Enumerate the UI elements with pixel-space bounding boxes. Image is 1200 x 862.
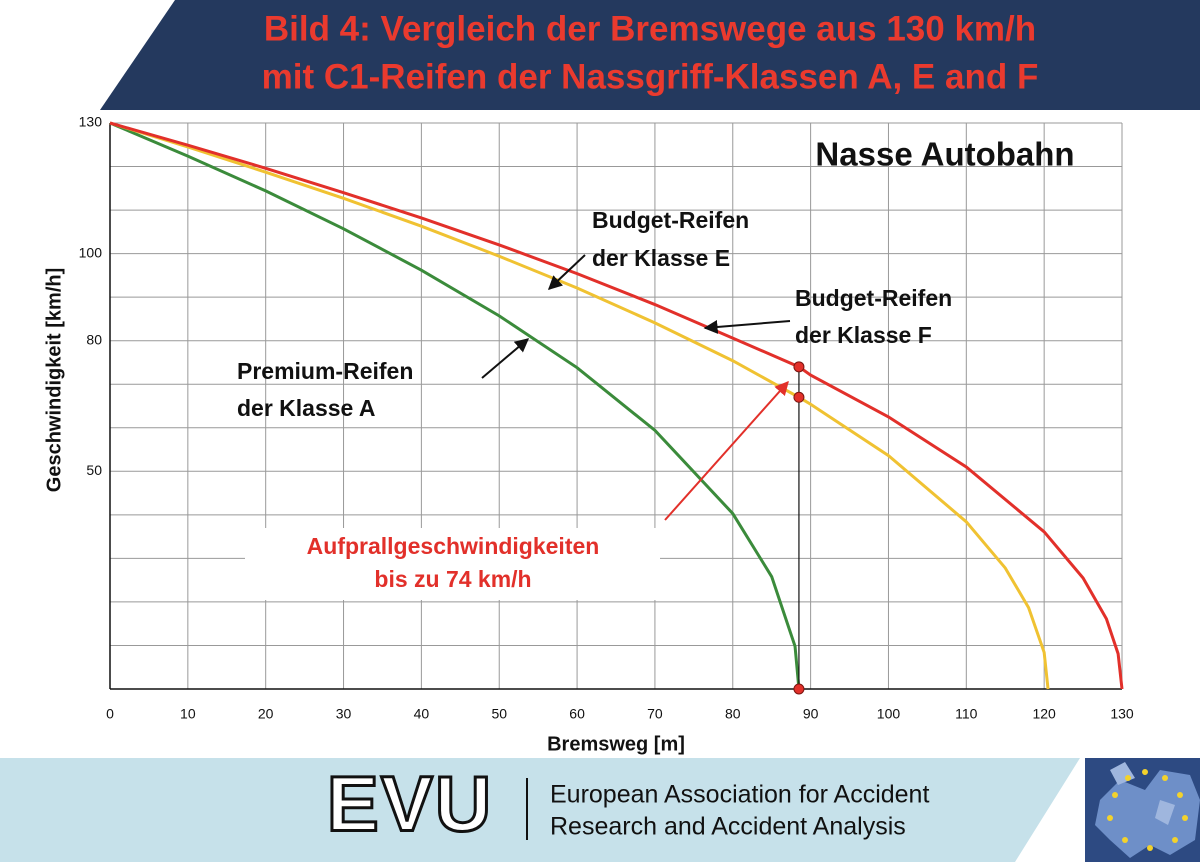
- y-tick-label: 50: [86, 462, 102, 478]
- organization: Research and Accident Analysis: [550, 813, 906, 841]
- series-line: [109, 121, 1050, 690]
- series-line: [109, 121, 801, 690]
- x-tick-label: 10: [180, 706, 196, 722]
- annotation: Budget-Reifen: [795, 285, 952, 311]
- annotation: Aufprallgeschwindigkeiten: [307, 533, 600, 559]
- y-tick-label: 100: [79, 244, 103, 260]
- series-line: [109, 121, 1124, 690]
- annotation: bis zu 74 km/h: [374, 566, 531, 592]
- arrow: [703, 319, 791, 334]
- x-tick-label: 40: [414, 706, 430, 722]
- x-tick-label: 110: [955, 706, 978, 722]
- y-tick-label: 80: [86, 331, 102, 347]
- header-band: [100, 0, 1200, 110]
- x-tick-label: 130: [1110, 706, 1134, 722]
- annotation: der Klasse E: [592, 245, 730, 271]
- x-tick-label: 120: [1032, 706, 1056, 722]
- y-tick-label: 130: [79, 114, 103, 130]
- x-tick-label: 100: [877, 706, 901, 722]
- annotation: der Klasse A: [237, 395, 376, 421]
- impact-point: [793, 361, 805, 373]
- x-tick-label: 70: [647, 706, 663, 722]
- x-axis-label: Bremsweg [m]: [547, 733, 685, 755]
- organization: European Association for Accident: [550, 781, 929, 809]
- annotation: Budget-Reifen: [592, 207, 749, 233]
- arrow: [547, 254, 586, 290]
- europe-map: [1085, 758, 1200, 862]
- x-tick-label: 80: [725, 706, 741, 722]
- x-tick-label: 90: [803, 706, 819, 722]
- arrow: [664, 380, 789, 521]
- logo: EVU: [327, 760, 493, 848]
- x-tick-label: 0: [106, 706, 114, 722]
- impact-point: [793, 391, 805, 403]
- annotation-box: [245, 528, 660, 600]
- x-tick-label: 50: [491, 706, 507, 722]
- title: mit C1-Reifen der Nassgriff-Klassen A, E…: [262, 57, 1039, 96]
- y-axis-label: Geschwindigkeit [km/h]: [43, 268, 65, 492]
- impact-point: [793, 683, 805, 695]
- arrow: [481, 338, 530, 379]
- footer-band: [0, 758, 1080, 862]
- x-tick-label: 60: [569, 706, 585, 722]
- subtitle: Nasse Autobahn: [815, 136, 1074, 173]
- x-tick-label: 20: [258, 706, 274, 722]
- annotation: der Klasse F: [795, 322, 932, 348]
- annotation: Premium-Reifen: [237, 358, 413, 384]
- title: Bild 4: Vergleich der Bremswege aus 130 …: [264, 9, 1036, 48]
- x-tick-label: 30: [336, 706, 352, 722]
